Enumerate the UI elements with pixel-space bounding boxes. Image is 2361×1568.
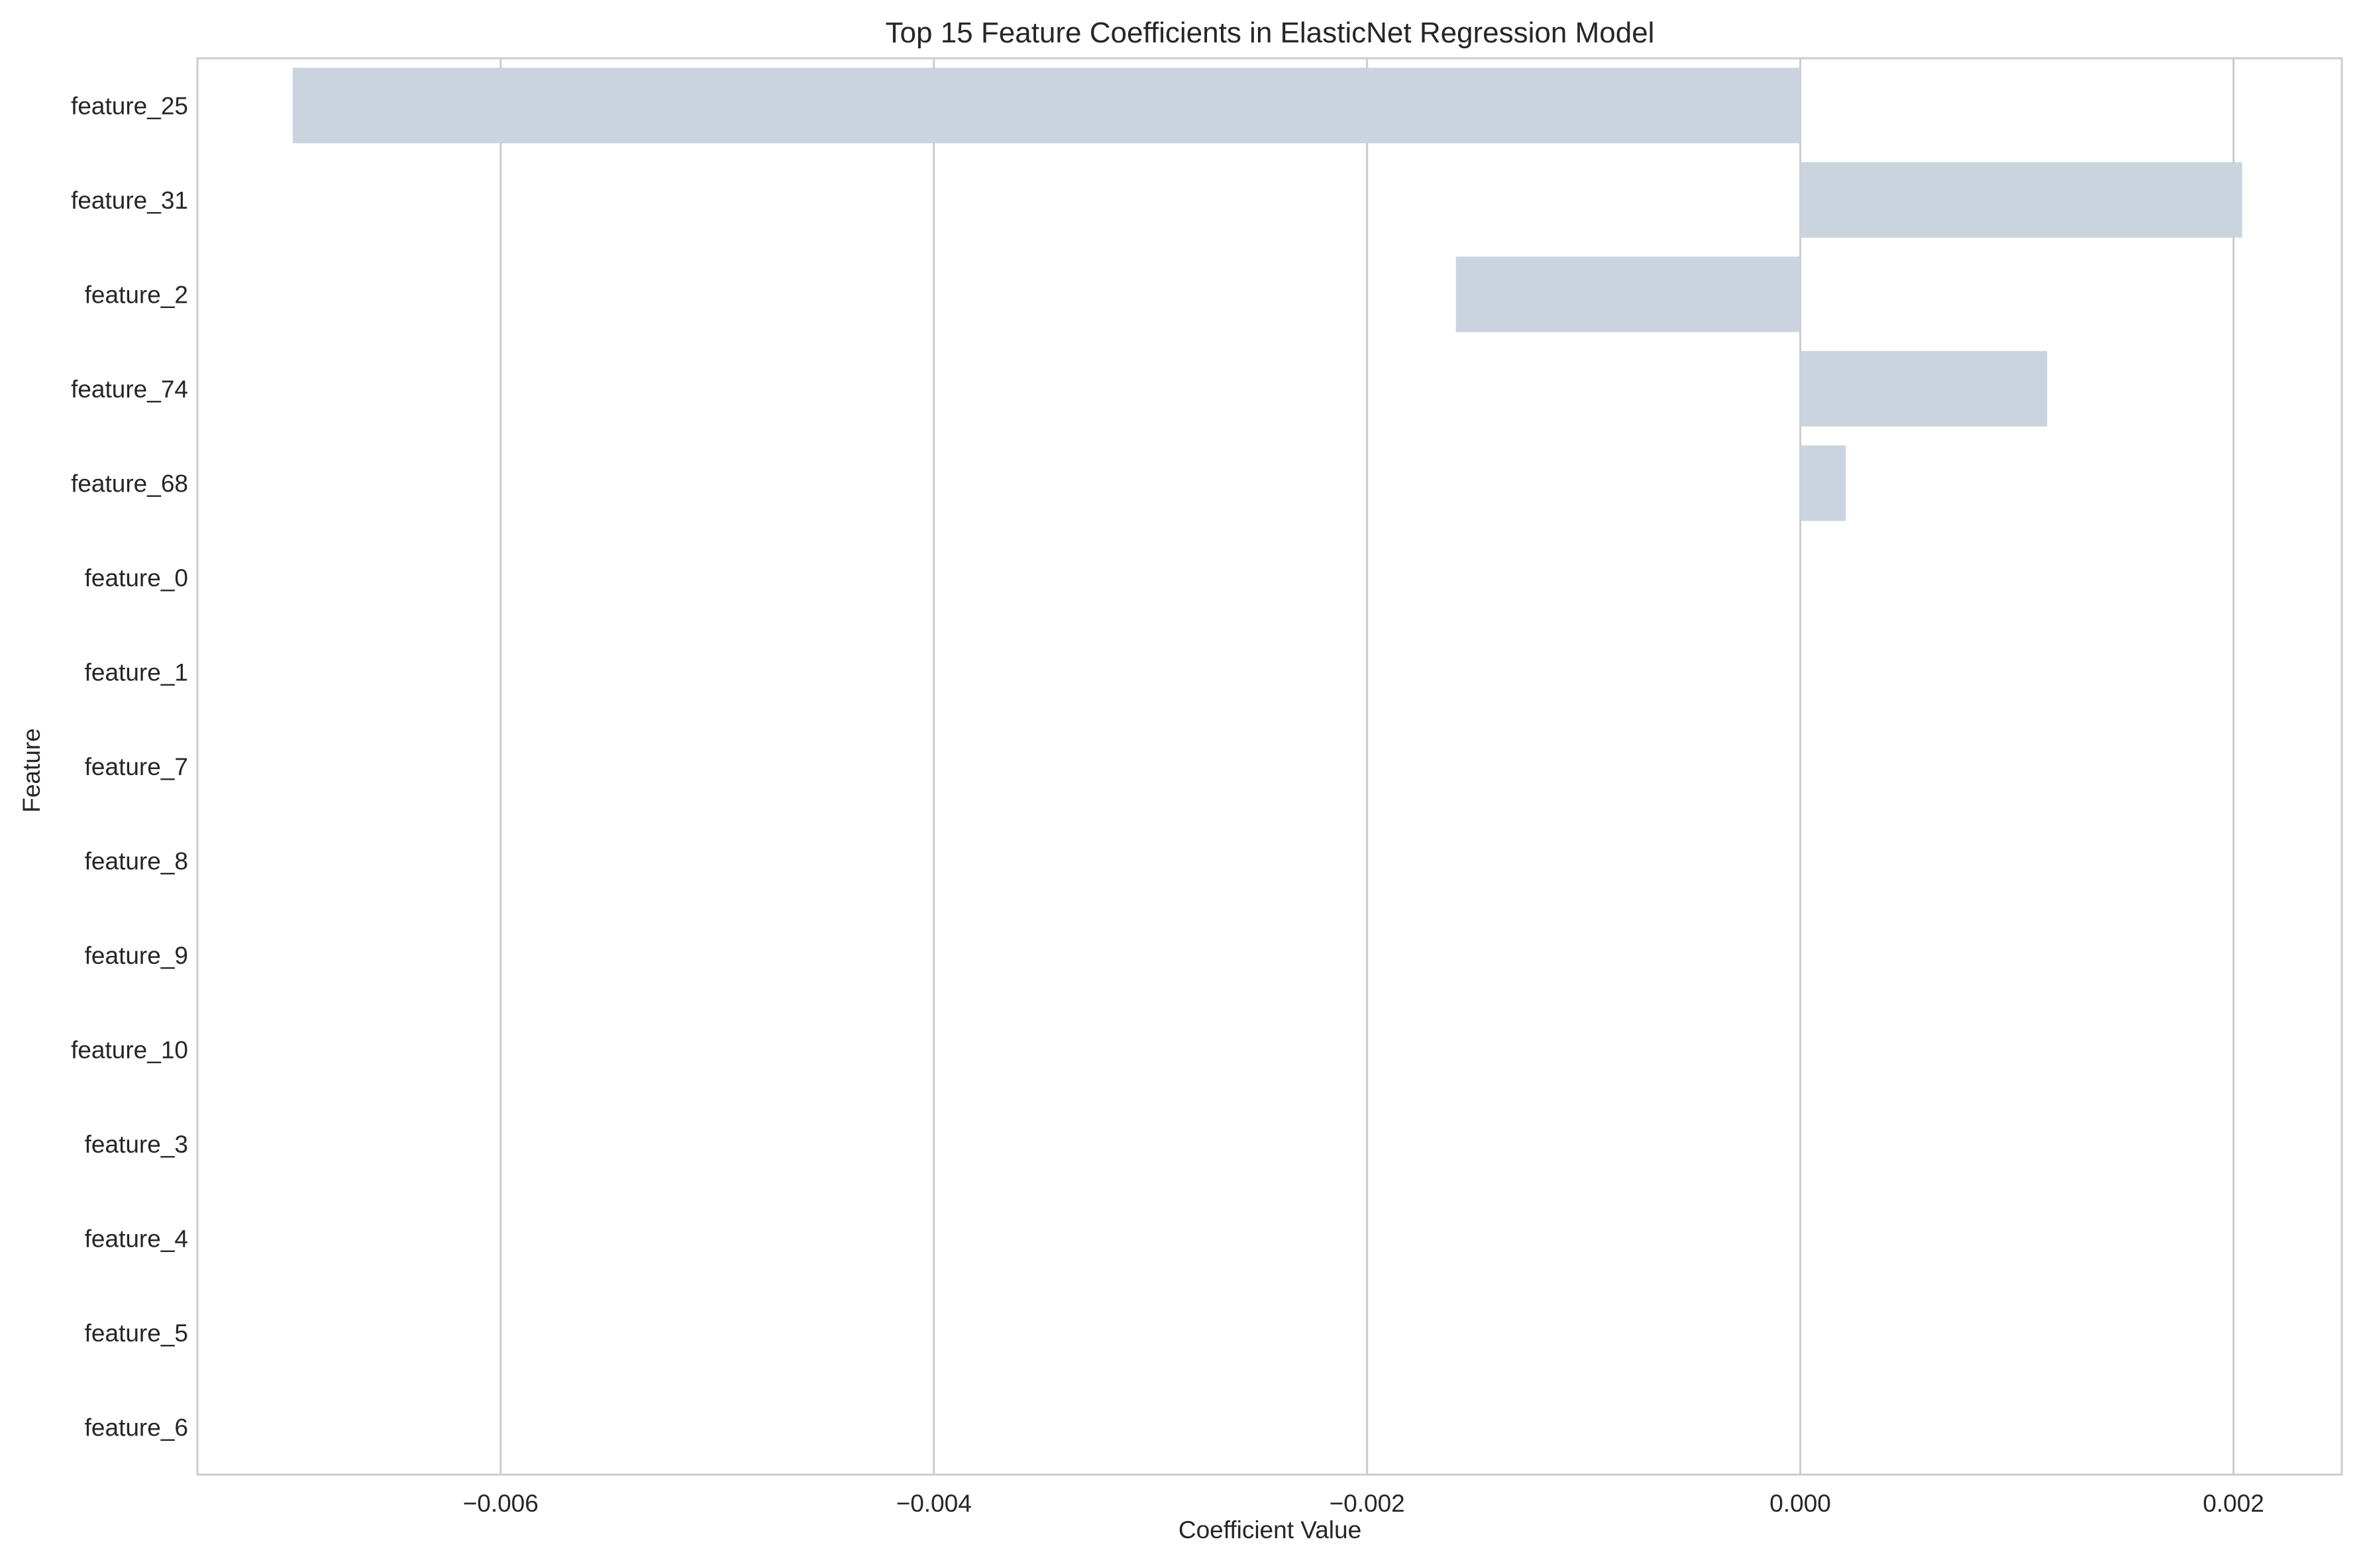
y-tick-label: feature_6 bbox=[85, 1414, 188, 1441]
y-tick-label: feature_31 bbox=[71, 187, 188, 214]
bar-feature_25 bbox=[292, 68, 1801, 144]
y-tick-label: feature_74 bbox=[71, 376, 188, 403]
chart-title: Top 15 Feature Coefficients in ElasticNe… bbox=[886, 17, 1655, 49]
bar-feature_68 bbox=[1800, 445, 1846, 521]
bar-feature_31 bbox=[1800, 162, 2242, 238]
x-tick-label: −0.002 bbox=[1330, 1490, 1405, 1517]
x-tick-label: 0.002 bbox=[2203, 1490, 2264, 1517]
bar-feature_74 bbox=[1800, 350, 2048, 427]
x-tick-labels: −0.006 −0.004 −0.002 0.000 0.002 bbox=[463, 1490, 2264, 1517]
x-tick-label: −0.004 bbox=[896, 1490, 972, 1517]
y-axis-label: Feature bbox=[18, 728, 45, 813]
y-tick-label: feature_9 bbox=[85, 942, 188, 969]
x-tick-label: 0.000 bbox=[1769, 1490, 1831, 1517]
bar-feature_2 bbox=[1455, 256, 1801, 333]
y-tick-label: feature_3 bbox=[85, 1131, 188, 1158]
y-tick-label: feature_8 bbox=[85, 848, 188, 875]
y-tick-label: feature_68 bbox=[71, 470, 188, 497]
y-tick-label: feature_5 bbox=[85, 1320, 188, 1347]
y-tick-label: feature_1 bbox=[85, 658, 188, 686]
plot-frame bbox=[196, 57, 2343, 1476]
x-axis-label: Coefficient Value bbox=[1179, 1516, 1361, 1543]
x-tick-label: −0.006 bbox=[463, 1490, 539, 1517]
y-tick-label: feature_10 bbox=[71, 1037, 188, 1064]
y-tick-labels: feature_25 feature_31 feature_2 feature_74f… bbox=[71, 92, 188, 1441]
y-tick-label: feature_2 bbox=[85, 281, 188, 308]
bar-layer bbox=[292, 68, 2242, 521]
y-tick-label: feature_7 bbox=[85, 753, 188, 780]
y-tick-label: feature_25 bbox=[71, 92, 188, 119]
y-tick-label: feature_4 bbox=[85, 1226, 188, 1253]
y-tick-label: feature_0 bbox=[85, 564, 188, 592]
